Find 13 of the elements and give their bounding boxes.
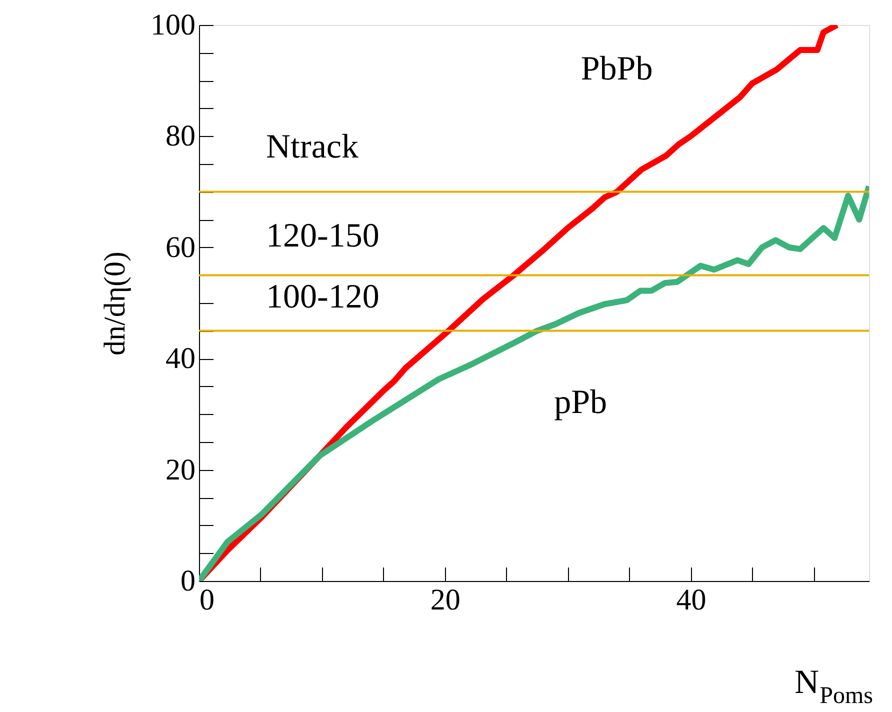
y-tick-label: 40 <box>166 342 196 376</box>
annotation: Ntrack <box>266 128 359 166</box>
y-tick-label: 80 <box>166 120 196 153</box>
y-tick-label: 20 <box>166 453 196 486</box>
annotation: 120-150 <box>266 217 380 254</box>
x-tick-label: 20 <box>430 584 460 616</box>
y-axis-title: dn/dη(0) <box>98 251 132 356</box>
series-label: pPb <box>554 384 608 422</box>
series-label: PbPb <box>580 50 653 88</box>
x-tick-label: 40 <box>676 584 706 616</box>
y-tick-label: 100 <box>150 8 196 42</box>
annotation: 100-120 <box>266 278 380 316</box>
y-tick-label: 60 <box>166 230 196 264</box>
